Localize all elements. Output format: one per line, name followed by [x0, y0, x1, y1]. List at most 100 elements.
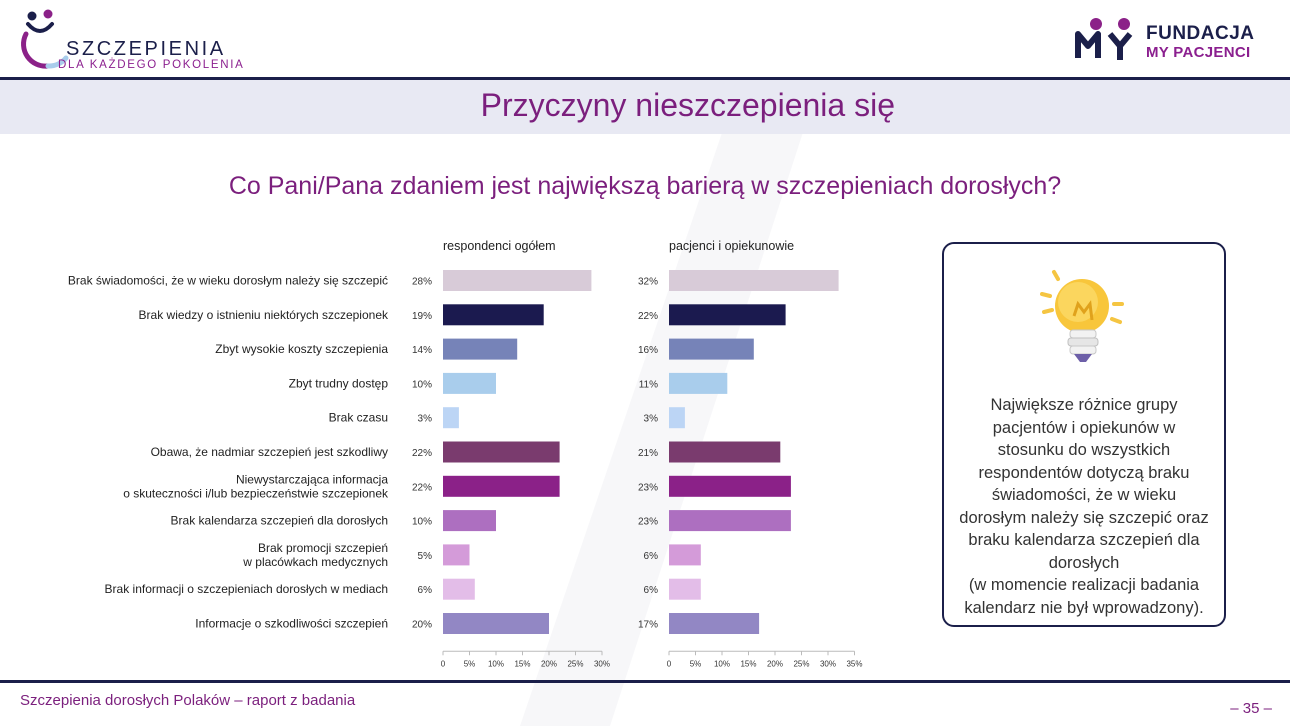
bar	[443, 510, 496, 532]
x-tick-label: 25%	[793, 659, 809, 668]
category-label-line: Zbyt trudny dostęp	[289, 376, 389, 390]
insight-text-line: świadomości, że w wieku	[991, 486, 1177, 504]
x-tick-label: 5%	[464, 659, 476, 668]
x-tick-label: 15%	[514, 659, 530, 668]
insight-callout: Największe różnice grupy pacjentów i opie…	[942, 242, 1226, 627]
data-label: 32%	[638, 277, 658, 288]
insight-text-line: (w momencie realizacji badania	[968, 576, 1200, 594]
category-label: Zbyt wysokie koszty szczepienia	[215, 342, 388, 356]
x-tick-label: 5%	[690, 659, 702, 668]
category-label: Informacje o szkodliwości szczepień	[195, 617, 388, 631]
bar	[443, 407, 459, 429]
logo-fundacja: FUNDACJA MY PACJENCI	[1074, 14, 1274, 64]
bar	[443, 475, 560, 497]
category-label-line: Brak informacji o szczepieniach dorosłyc…	[105, 582, 388, 596]
data-label: 22%	[638, 311, 658, 322]
data-label: 3%	[644, 414, 659, 425]
page-title: Przyczyny nieszczepienia się	[480, 87, 895, 123]
insight-text-line: stosunku do wszystkich	[997, 441, 1171, 459]
category-label: Obawa, że nadmiar szczepień jest szkodli…	[151, 445, 388, 459]
category-label-line: w placówkach medycznych	[242, 555, 388, 569]
data-label: 11%	[639, 379, 658, 390]
category-label: Brak promocji szczepień w placówkach medy…	[242, 541, 388, 569]
x-tick-label: 25%	[567, 659, 583, 668]
logo-sub-text: DLA KAŻDEGO POKOLENIA	[58, 59, 245, 71]
insight-text-line: Największe różnice grupy	[990, 396, 1178, 414]
data-label: 10%	[412, 379, 432, 390]
footer-report-title: Szczepienia dorosłych Polaków – raport z…	[20, 692, 356, 709]
bar	[443, 304, 544, 326]
insight-text-line: pacjentów i opiekunów w	[992, 418, 1176, 437]
series-header: respondenci ogółem	[443, 239, 556, 253]
insight-text: Największe różnice grupy pacjentów i opie…	[954, 394, 1214, 619]
bar	[443, 578, 475, 600]
data-label: 17%	[638, 620, 658, 631]
x-tick-label: 10%	[714, 659, 730, 668]
category-label: Zbyt trudny dostęp	[289, 376, 389, 390]
category-label-line: Brak czasu	[329, 411, 388, 425]
data-label: 16%	[638, 345, 658, 356]
category-label-line: Brak świadomości, że w wieku dorosłym na…	[68, 274, 388, 288]
bar	[669, 407, 685, 429]
bar	[443, 270, 592, 291]
data-label: 10%	[412, 517, 432, 528]
data-label: 19%	[412, 311, 432, 322]
bar-chart: Brak świadomości, że w wieku dorosłym na…	[68, 239, 863, 668]
x-tick-label: 0	[667, 659, 672, 668]
bar	[443, 441, 560, 463]
bar	[443, 338, 518, 360]
logo-ring-icon	[21, 9, 69, 69]
category-label: Brak kalendarza szczepień dla dorosłych	[171, 514, 388, 528]
category-label: Brak świadomości, że w wieku dorosłym na…	[68, 274, 388, 288]
logo-szczepienia: SZCZEPIENIA DLA KAŻDEGO POKOLENIA	[18, 8, 278, 74]
insight-text-line: braku kalendarza szczepień dla	[968, 531, 1200, 549]
x-tick-label: 10%	[488, 659, 504, 668]
category-label-line: Brak kalendarza szczepień dla dorosłych	[171, 514, 388, 528]
data-label: 22%	[412, 448, 432, 459]
category-label-line: Obawa, że nadmiar szczepień jest szkodli…	[151, 445, 388, 459]
bar	[669, 372, 728, 394]
category-label-line: Brak wiedzy o istnieniu niektórych szcze…	[139, 308, 389, 322]
category-label: Brak wiedzy o istnieniu niektórych szcze…	[139, 308, 389, 322]
data-label: 23%	[638, 517, 658, 528]
logo-brand-text: SZCZEPIENIA	[66, 38, 226, 60]
bar	[669, 613, 760, 634]
data-label: 5%	[418, 551, 433, 562]
bar	[443, 544, 470, 566]
x-tick-label: 20%	[541, 659, 557, 668]
lightbulb-icon	[1040, 270, 1124, 362]
bar	[669, 544, 701, 566]
x-tick-label: 20%	[767, 659, 783, 668]
data-label: 28%	[412, 277, 432, 288]
category-label-line: Informacje o szkodliwości szczepień	[195, 617, 388, 631]
category-label-line: Brak promocji szczepień	[258, 541, 388, 555]
header-divider	[0, 77, 1290, 80]
footer-divider	[0, 680, 1290, 683]
x-tick-label: 30%	[820, 659, 836, 668]
question-text: Co Pani/Pana zdaniem jest największą bar…	[228, 172, 1062, 200]
data-label: 3%	[418, 414, 433, 425]
data-label: 6%	[644, 585, 659, 596]
category-label-line: Niewystarczająca informacja	[236, 472, 388, 486]
category-label: Brak czasu	[329, 411, 388, 425]
data-label: 14%	[412, 345, 432, 356]
data-label: 20%	[412, 620, 432, 631]
insight-text-line: respondentów dotyczą braku	[978, 463, 1190, 482]
x-tick-label: 0	[441, 659, 446, 668]
category-label: Niewystarczająca informacja o skutecznośc…	[123, 472, 389, 500]
insight-text-line: dorosłym należy się szczepić oraz	[959, 508, 1209, 527]
insight-text-line: dorosłych	[1048, 553, 1120, 572]
x-tick-label: 35%	[846, 659, 862, 668]
category-label-line: Zbyt wysokie koszty szczepienia	[215, 342, 388, 356]
bar	[669, 510, 791, 532]
bar	[443, 372, 496, 394]
bar	[669, 475, 791, 497]
data-label: 21%	[638, 448, 658, 459]
logo-mypacjenci-text: MY PACJENCI	[1146, 44, 1251, 61]
category-label: Brak informacji o szczepieniach dorosłyc…	[105, 582, 388, 596]
data-label: 6%	[418, 585, 433, 596]
bar	[669, 304, 786, 326]
series-header: pacjenci i opiekunowie	[669, 239, 794, 253]
title-band: Przyczyny nieszczepienia się	[0, 80, 1290, 134]
category-label-line: o skuteczności i/lub bezpieczeństwie szc…	[123, 486, 389, 500]
